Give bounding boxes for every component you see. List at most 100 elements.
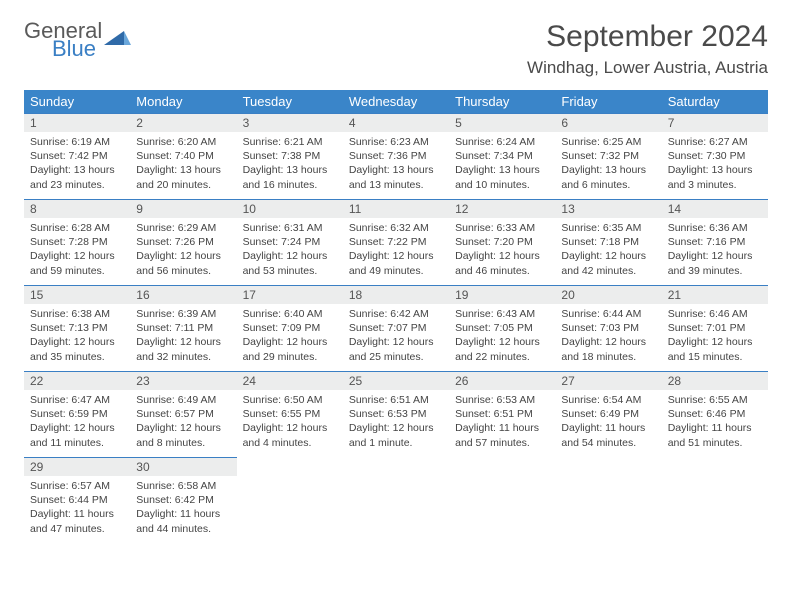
day-details: Sunrise: 6:55 AMSunset: 6:46 PMDaylight:… xyxy=(662,390,768,454)
day-number: 13 xyxy=(555,200,661,218)
daylight-text: Daylight: 13 hours and 10 minutes. xyxy=(455,163,549,191)
day-details: Sunrise: 6:47 AMSunset: 6:59 PMDaylight:… xyxy=(24,390,130,454)
sunset-text: Sunset: 7:16 PM xyxy=(668,235,762,249)
sunrise-text: Sunrise: 6:53 AM xyxy=(455,393,549,407)
daylight-text: Daylight: 12 hours and 35 minutes. xyxy=(30,335,124,363)
sunrise-text: Sunrise: 6:23 AM xyxy=(349,135,443,149)
daylight-text: Daylight: 13 hours and 16 minutes. xyxy=(243,163,337,191)
day-details: Sunrise: 6:42 AMSunset: 7:07 PMDaylight:… xyxy=(343,304,449,368)
calendar-day-cell: 13Sunrise: 6:35 AMSunset: 7:18 PMDayligh… xyxy=(555,200,661,286)
day-details: Sunrise: 6:57 AMSunset: 6:44 PMDaylight:… xyxy=(24,476,130,540)
calendar-day-cell: 6Sunrise: 6:25 AMSunset: 7:32 PMDaylight… xyxy=(555,114,661,200)
day-number: 10 xyxy=(237,200,343,218)
daylight-text: Daylight: 13 hours and 13 minutes. xyxy=(349,163,443,191)
sunset-text: Sunset: 7:42 PM xyxy=(30,149,124,163)
day-number: 18 xyxy=(343,286,449,304)
daylight-text: Daylight: 12 hours and 56 minutes. xyxy=(136,249,230,277)
sunset-text: Sunset: 7:24 PM xyxy=(243,235,337,249)
day-number: 26 xyxy=(449,372,555,390)
daylight-text: Daylight: 12 hours and 49 minutes. xyxy=(349,249,443,277)
calendar-day-cell: 20Sunrise: 6:44 AMSunset: 7:03 PMDayligh… xyxy=(555,286,661,372)
daylight-text: Daylight: 11 hours and 54 minutes. xyxy=(561,421,655,449)
day-number: 25 xyxy=(343,372,449,390)
day-details: Sunrise: 6:44 AMSunset: 7:03 PMDaylight:… xyxy=(555,304,661,368)
daylight-text: Daylight: 11 hours and 57 minutes. xyxy=(455,421,549,449)
calendar-day-cell: 22Sunrise: 6:47 AMSunset: 6:59 PMDayligh… xyxy=(24,372,130,458)
sunset-text: Sunset: 7:38 PM xyxy=(243,149,337,163)
header: General Blue September 2024 Windhag, Low… xyxy=(24,20,768,78)
sunrise-text: Sunrise: 6:55 AM xyxy=(668,393,762,407)
sunrise-text: Sunrise: 6:50 AM xyxy=(243,393,337,407)
weekday-header: Saturday xyxy=(662,90,768,114)
sunset-text: Sunset: 7:11 PM xyxy=(136,321,230,335)
calendar-day-cell: 15Sunrise: 6:38 AMSunset: 7:13 PMDayligh… xyxy=(24,286,130,372)
day-details: Sunrise: 6:40 AMSunset: 7:09 PMDaylight:… xyxy=(237,304,343,368)
day-details: Sunrise: 6:20 AMSunset: 7:40 PMDaylight:… xyxy=(130,132,236,196)
calendar-week-row: 8Sunrise: 6:28 AMSunset: 7:28 PMDaylight… xyxy=(24,200,768,286)
day-number: 19 xyxy=(449,286,555,304)
calendar-day-cell xyxy=(237,458,343,544)
calendar-day-cell: 27Sunrise: 6:54 AMSunset: 6:49 PMDayligh… xyxy=(555,372,661,458)
sunset-text: Sunset: 7:36 PM xyxy=(349,149,443,163)
day-details: Sunrise: 6:49 AMSunset: 6:57 PMDaylight:… xyxy=(130,390,236,454)
day-number: 11 xyxy=(343,200,449,218)
logo: General Blue xyxy=(24,20,132,60)
calendar-day-cell: 18Sunrise: 6:42 AMSunset: 7:07 PMDayligh… xyxy=(343,286,449,372)
day-details: Sunrise: 6:50 AMSunset: 6:55 PMDaylight:… xyxy=(237,390,343,454)
title-block: September 2024 Windhag, Lower Austria, A… xyxy=(527,20,768,78)
sunrise-text: Sunrise: 6:54 AM xyxy=(561,393,655,407)
logo-text: General Blue xyxy=(24,20,102,60)
sunrise-text: Sunrise: 6:38 AM xyxy=(30,307,124,321)
sunrise-text: Sunrise: 6:44 AM xyxy=(561,307,655,321)
day-details: Sunrise: 6:32 AMSunset: 7:22 PMDaylight:… xyxy=(343,218,449,282)
sunrise-text: Sunrise: 6:39 AM xyxy=(136,307,230,321)
weekday-header: Thursday xyxy=(449,90,555,114)
daylight-text: Daylight: 12 hours and 18 minutes. xyxy=(561,335,655,363)
day-details: Sunrise: 6:39 AMSunset: 7:11 PMDaylight:… xyxy=(130,304,236,368)
calendar-day-cell: 7Sunrise: 6:27 AMSunset: 7:30 PMDaylight… xyxy=(662,114,768,200)
day-number: 24 xyxy=(237,372,343,390)
calendar-day-cell: 4Sunrise: 6:23 AMSunset: 7:36 PMDaylight… xyxy=(343,114,449,200)
calendar-day-cell: 21Sunrise: 6:46 AMSunset: 7:01 PMDayligh… xyxy=(662,286,768,372)
logo-word-blue: Blue xyxy=(52,38,102,60)
sunrise-text: Sunrise: 6:25 AM xyxy=(561,135,655,149)
day-details: Sunrise: 6:43 AMSunset: 7:05 PMDaylight:… xyxy=(449,304,555,368)
daylight-text: Daylight: 12 hours and 8 minutes. xyxy=(136,421,230,449)
day-details: Sunrise: 6:38 AMSunset: 7:13 PMDaylight:… xyxy=(24,304,130,368)
sunset-text: Sunset: 7:09 PM xyxy=(243,321,337,335)
daylight-text: Daylight: 12 hours and 46 minutes. xyxy=(455,249,549,277)
daylight-text: Daylight: 12 hours and 1 minute. xyxy=(349,421,443,449)
sunset-text: Sunset: 7:32 PM xyxy=(561,149,655,163)
day-number: 12 xyxy=(449,200,555,218)
daylight-text: Daylight: 11 hours and 51 minutes. xyxy=(668,421,762,449)
day-details: Sunrise: 6:27 AMSunset: 7:30 PMDaylight:… xyxy=(662,132,768,196)
sunrise-text: Sunrise: 6:42 AM xyxy=(349,307,443,321)
sunset-text: Sunset: 6:42 PM xyxy=(136,493,230,507)
calendar-week-row: 22Sunrise: 6:47 AMSunset: 6:59 PMDayligh… xyxy=(24,372,768,458)
day-number: 29 xyxy=(24,458,130,476)
daylight-text: Daylight: 11 hours and 47 minutes. xyxy=(30,507,124,535)
daylight-text: Daylight: 12 hours and 15 minutes. xyxy=(668,335,762,363)
day-details: Sunrise: 6:54 AMSunset: 6:49 PMDaylight:… xyxy=(555,390,661,454)
calendar-day-cell: 19Sunrise: 6:43 AMSunset: 7:05 PMDayligh… xyxy=(449,286,555,372)
daylight-text: Daylight: 13 hours and 20 minutes. xyxy=(136,163,230,191)
sunset-text: Sunset: 7:07 PM xyxy=(349,321,443,335)
day-details: Sunrise: 6:25 AMSunset: 7:32 PMDaylight:… xyxy=(555,132,661,196)
calendar-week-row: 29Sunrise: 6:57 AMSunset: 6:44 PMDayligh… xyxy=(24,458,768,544)
sunrise-text: Sunrise: 6:46 AM xyxy=(668,307,762,321)
day-details: Sunrise: 6:46 AMSunset: 7:01 PMDaylight:… xyxy=(662,304,768,368)
day-details: Sunrise: 6:23 AMSunset: 7:36 PMDaylight:… xyxy=(343,132,449,196)
weekday-header: Wednesday xyxy=(343,90,449,114)
day-details: Sunrise: 6:35 AMSunset: 7:18 PMDaylight:… xyxy=(555,218,661,282)
day-number: 21 xyxy=(662,286,768,304)
sunset-text: Sunset: 6:46 PM xyxy=(668,407,762,421)
calendar-week-row: 15Sunrise: 6:38 AMSunset: 7:13 PMDayligh… xyxy=(24,286,768,372)
calendar-day-cell xyxy=(343,458,449,544)
sunrise-text: Sunrise: 6:36 AM xyxy=(668,221,762,235)
calendar-day-cell: 24Sunrise: 6:50 AMSunset: 6:55 PMDayligh… xyxy=(237,372,343,458)
calendar-day-cell: 12Sunrise: 6:33 AMSunset: 7:20 PMDayligh… xyxy=(449,200,555,286)
day-details: Sunrise: 6:58 AMSunset: 6:42 PMDaylight:… xyxy=(130,476,236,540)
sunset-text: Sunset: 7:34 PM xyxy=(455,149,549,163)
sunset-text: Sunset: 7:22 PM xyxy=(349,235,443,249)
daylight-text: Daylight: 12 hours and 11 minutes. xyxy=(30,421,124,449)
